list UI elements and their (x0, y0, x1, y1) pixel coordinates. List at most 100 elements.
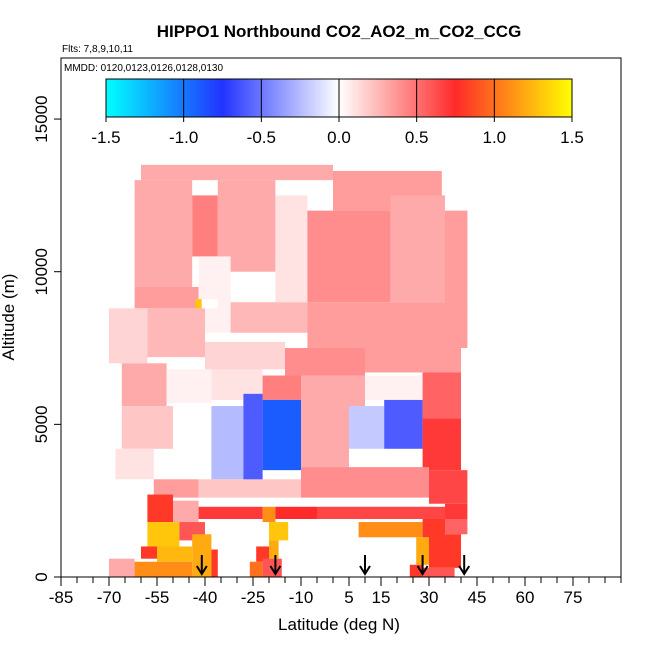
heatmap-cell (390, 195, 445, 303)
heatmap-cell (445, 518, 468, 535)
heatmap-cell (307, 302, 468, 349)
x-tick-label: 60 (516, 588, 535, 607)
x-tick-label: -70 (97, 588, 122, 607)
heatmap-cell (256, 546, 269, 562)
heatmap-cell (262, 375, 301, 400)
heatmap-cell (285, 348, 365, 376)
x-tick-label: -55 (145, 588, 170, 607)
heatmap-cell (147, 308, 205, 358)
heatmap-cell (147, 522, 180, 547)
heatmap-cell (109, 308, 148, 364)
heatmap-cell (198, 506, 263, 519)
y-tick-label: 5000 (32, 405, 51, 443)
heatmap-cell (134, 180, 193, 287)
profile-marker-arrow (269, 555, 282, 576)
heatmap-cell (384, 399, 423, 449)
heatmap-cell (211, 406, 244, 480)
heatmap-cell (211, 549, 218, 577)
colorbar-tick-label: 1.0 (483, 128, 507, 147)
heatmap-cells (109, 164, 468, 577)
heatmap-cell (275, 195, 308, 303)
heatmap-cell (307, 210, 391, 303)
chart-title: HIPPO1 Northbound CO2_AO2_m_CO2_CCG (157, 22, 522, 41)
profile-marker-arrow (359, 555, 371, 576)
y-tick-label: 15000 (32, 95, 51, 142)
heatmap-cell (166, 369, 212, 403)
flights-note: Flts: 7,8,9,10,11 (62, 44, 133, 55)
heatmap-cell (230, 302, 308, 333)
heatmap-cell (147, 494, 173, 523)
y-tick-label: 10000 (32, 248, 51, 295)
heatmap-cell (141, 164, 333, 181)
heatmap-cell (269, 522, 289, 541)
heatmap-cell (198, 479, 301, 498)
heatmap-cell (349, 406, 385, 449)
colorbar-tick-label: 1.5 (560, 128, 584, 147)
heatmap-cell (365, 348, 461, 373)
colorbar-tick-label: 0.5 (405, 128, 429, 147)
heatmap-cell (269, 540, 279, 559)
heatmap-cell (249, 561, 263, 577)
heatmap-cell (173, 406, 212, 480)
x-tick-label: -10 (289, 588, 314, 607)
heatmap-cell (358, 522, 423, 538)
colorbar: -1.5 -1.0 -0.5 0.0 0.5 1.0 1.5 (91, 78, 584, 147)
x-tick-label: 30 (420, 588, 439, 607)
heatmap-cell (192, 195, 218, 257)
heatmap-cell (153, 479, 199, 498)
y-tick-label: 0 (32, 572, 51, 581)
heatmap-cell (301, 406, 349, 468)
heatmap-cell (205, 341, 285, 370)
heatmap-cell (243, 393, 263, 486)
heatmap-cell (115, 448, 154, 480)
colorbar-tick-label: -1.0 (169, 128, 198, 147)
heatmap-cell (195, 299, 202, 309)
colorbar-tick-label: 0.0 (327, 128, 351, 147)
x-tick-label: 75 (564, 588, 583, 607)
heatmap-cell (365, 375, 423, 400)
x-tick-label: 5 (344, 588, 353, 607)
heatmap-cell (416, 537, 429, 565)
x-tick-label: -25 (241, 588, 266, 607)
heatmap-cell (422, 567, 455, 577)
colorbar-ticks: -1.5 -1.0 -0.5 0.0 0.5 1.0 1.5 (91, 79, 584, 147)
heatmap-cell (301, 375, 365, 407)
heatmap-cell (134, 286, 199, 309)
colorbar-tick-label: -1.5 (91, 128, 120, 147)
x-axis-label: Latitude (deg N) (278, 615, 400, 634)
x-tick-label: 45 (468, 588, 487, 607)
heatmap-cell (141, 546, 157, 559)
y-axis-label: Altitude (m) (0, 274, 18, 361)
profile-marker-arrow (458, 555, 471, 576)
heatmap-cell (262, 399, 301, 471)
heatmap-cell (157, 546, 193, 562)
heatmap-cell (422, 518, 445, 538)
heatmap-cell (445, 210, 468, 318)
heatmap-cell (109, 558, 135, 577)
x-axis: -85 -70 -55 -40 -25 -10 5 15 30 45 60 75 (49, 577, 622, 607)
profile-markers (195, 555, 471, 576)
profile-marker-arrow (195, 555, 208, 576)
heatmap-cell (429, 534, 461, 568)
colorbar-tick-label: -0.5 (247, 128, 276, 147)
heatmap-cell (317, 506, 445, 519)
x-tick-label: -85 (49, 588, 74, 607)
x-tick-label: 15 (372, 588, 391, 607)
heatmap-cell (121, 363, 167, 407)
plot-frame (60, 57, 622, 578)
profile-marker-arrow (416, 555, 429, 576)
heatmap-cell (301, 467, 429, 498)
heatmap-cell (422, 418, 461, 471)
y-axis: 0 5000 10000 15000 (32, 95, 61, 582)
heatmap-cell (262, 506, 276, 523)
heatmap-cell (173, 500, 199, 523)
x-tick-label: -40 (193, 588, 218, 607)
heatmap-cell (429, 470, 468, 504)
heatmap-cell (422, 372, 461, 419)
heatmap-cell (445, 503, 468, 519)
heatmap-cell (134, 561, 193, 577)
dates-note: MMDD: 0120,0123,0126,0128,0130 (64, 63, 223, 74)
heatmap-cell (201, 299, 218, 309)
